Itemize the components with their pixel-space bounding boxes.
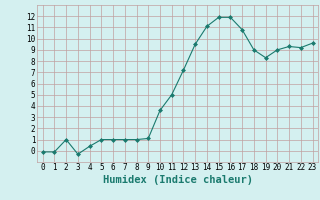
X-axis label: Humidex (Indice chaleur): Humidex (Indice chaleur) <box>103 175 252 185</box>
